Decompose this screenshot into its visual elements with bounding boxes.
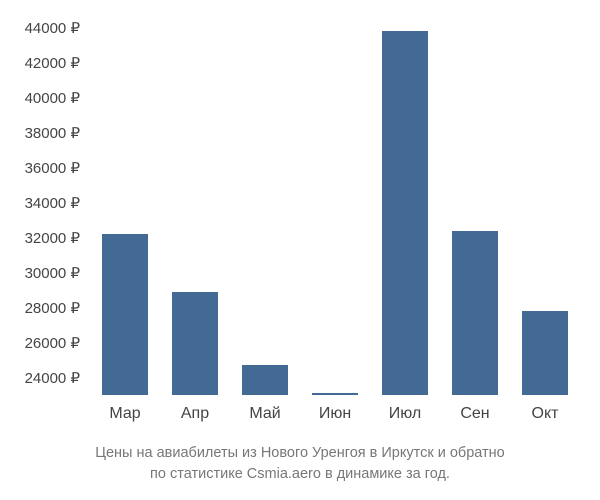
y-tick-label: 36000 ₽ [25, 159, 80, 177]
bar [312, 393, 358, 395]
bar [382, 31, 428, 395]
chart-caption: Цены на авиабилеты из Нового Уренгоя в И… [0, 443, 600, 485]
caption-line-1: Цены на авиабилеты из Нового Уренгоя в И… [95, 445, 505, 461]
y-tick-label: 26000 ₽ [25, 334, 80, 352]
bar [102, 234, 148, 395]
y-tick-label: 24000 ₽ [25, 369, 80, 387]
y-tick-label: 42000 ₽ [25, 54, 80, 72]
caption-line-2: по статистике Csmia.aero в динамике за г… [150, 466, 450, 482]
bar [522, 311, 568, 395]
y-tick-label: 38000 ₽ [25, 124, 80, 142]
y-tick-label: 40000 ₽ [25, 89, 80, 107]
y-tick-label: 44000 ₽ [25, 19, 80, 37]
x-tick-label: Июн [319, 405, 351, 423]
x-tick-label: Апр [181, 405, 209, 423]
bar [172, 292, 218, 395]
bar [242, 365, 288, 395]
price-chart: 24000 ₽ 26000 ₽ 28000 ₽ 30000 ₽ 32000 ₽ 34000… [0, 0, 600, 500]
x-axis: Мар Апр Май Июн Июл Сен Окт [90, 400, 580, 430]
x-tick-label: Июл [389, 405, 421, 423]
bar [452, 231, 498, 396]
y-tick-label: 32000 ₽ [25, 229, 80, 247]
y-tick-label: 30000 ₽ [25, 264, 80, 282]
x-tick-label: Май [249, 405, 280, 423]
x-tick-label: Мар [109, 405, 140, 423]
plot-area [90, 10, 580, 395]
y-tick-label: 28000 ₽ [25, 299, 80, 317]
y-tick-label: 34000 ₽ [25, 194, 80, 212]
x-tick-label: Сен [460, 405, 489, 423]
y-axis: 24000 ₽ 26000 ₽ 28000 ₽ 30000 ₽ 32000 ₽ 34000… [0, 10, 85, 395]
x-tick-label: Окт [532, 405, 559, 423]
